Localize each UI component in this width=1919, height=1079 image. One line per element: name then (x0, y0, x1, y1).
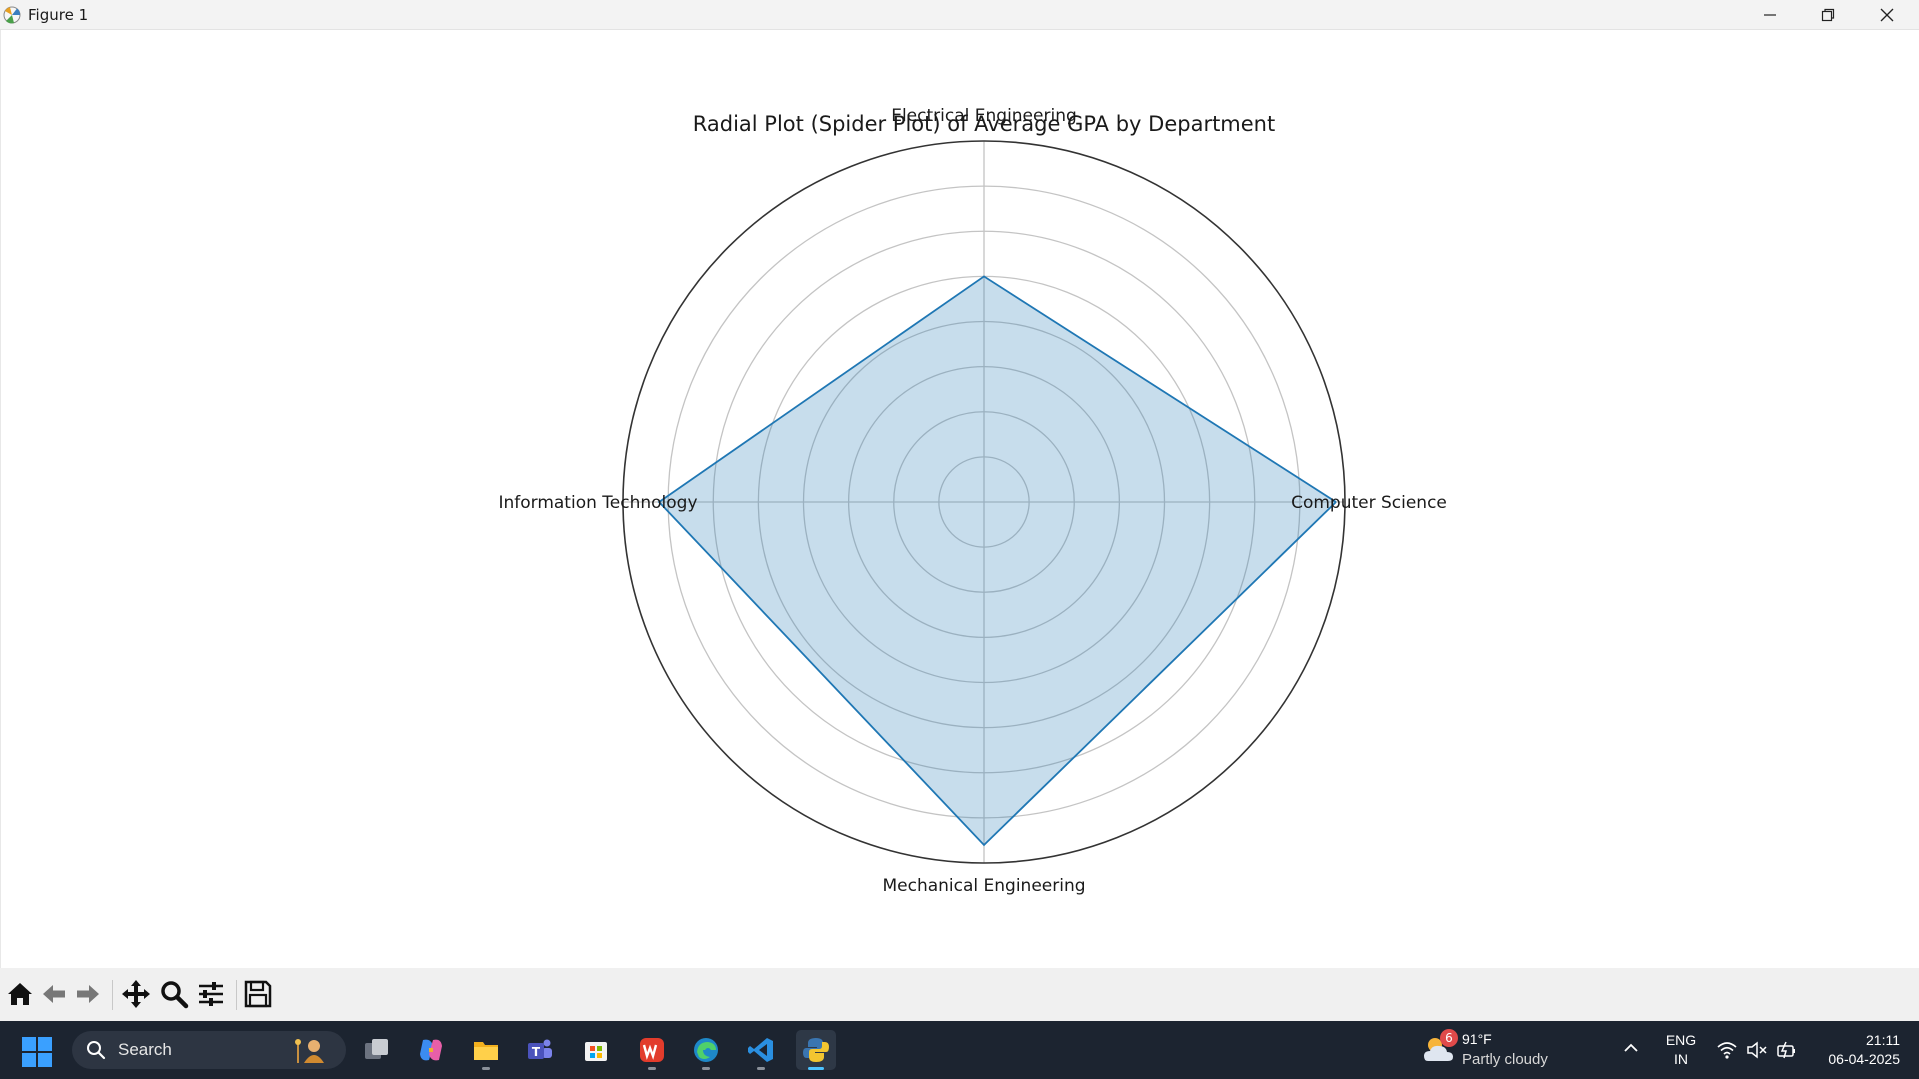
save-icon (244, 980, 272, 1008)
toolbar-separator (236, 980, 237, 1010)
search-placeholder: Search (118, 1040, 172, 1059)
polar-frame (622, 140, 1346, 864)
save-button[interactable] (242, 978, 274, 1010)
forward-arrow-icon (77, 985, 99, 1003)
figure-canvas[interactable]: Computer Science Electrical Engineering In… (0, 30, 1919, 968)
running-indicator (808, 1067, 824, 1070)
back-arrow-icon (43, 985, 65, 1003)
running-indicator (648, 1067, 656, 1070)
copilot-icon (420, 1039, 442, 1061)
category-label: Computer Science (1291, 493, 1447, 513)
weather-temperature: 91°F (1462, 1031, 1492, 1047)
pan-button[interactable] (120, 978, 152, 1010)
series-fill (659, 276, 1336, 845)
wps-office-icon (640, 1038, 664, 1062)
taskbar-teams[interactable]: T (520, 1030, 560, 1070)
chevron-up-icon[interactable] (1622, 1039, 1640, 1057)
windows-logo-icon (22, 1037, 52, 1067)
taskbar-copilot[interactable] (411, 1030, 451, 1070)
language-region: IN (1674, 1051, 1688, 1067)
pan-icon (122, 980, 150, 1008)
partly-cloudy-icon (1424, 1038, 1453, 1061)
battery-charging-icon[interactable] (1776, 1040, 1798, 1060)
category-label: Electrical Engineering (891, 106, 1077, 126)
forward-button[interactable] (72, 978, 104, 1010)
system-clock[interactable]: 21:11 06-04-2025 (1808, 1031, 1900, 1069)
close-icon (1880, 8, 1894, 22)
language-code: ENG (1665, 1032, 1697, 1048)
search-highlight-art-icon (295, 1039, 324, 1063)
clock-time: 21:11 (1866, 1032, 1900, 1048)
restore-button[interactable] (1799, 0, 1857, 29)
taskbar: Search T (0, 1021, 1919, 1079)
radar-chart: Computer Science Electrical Engineering In… (498, 106, 1447, 896)
window-title: Figure 1 (28, 6, 89, 24)
subplots-config-icon (199, 982, 223, 1006)
running-indicator (702, 1067, 710, 1070)
folder-icon (474, 1042, 498, 1060)
wifi-icon[interactable] (1716, 1040, 1738, 1060)
clock-date: 06-04-2025 (1828, 1051, 1900, 1067)
series-line (657, 275, 1337, 847)
minimize-icon (1764, 14, 1776, 16)
matplotlib-app-icon (2, 5, 22, 25)
running-indicator (482, 1067, 490, 1070)
taskbar-microsoft-store[interactable] (576, 1030, 616, 1070)
navigation-toolbar (0, 968, 1919, 1021)
search-icon (87, 1041, 106, 1060)
task-view-icon (365, 1039, 388, 1059)
taskbar-task-view[interactable] (357, 1030, 397, 1070)
teams-icon: T (528, 1039, 552, 1059)
taskbar-python[interactable] (796, 1030, 836, 1070)
taskbar-edge[interactable] (686, 1030, 726, 1070)
category-label: Information Technology (498, 493, 697, 513)
start-button[interactable] (22, 1037, 52, 1067)
taskbar-vscode[interactable] (741, 1030, 781, 1070)
edge-icon (694, 1038, 718, 1062)
svg-text:T: T (532, 1045, 541, 1059)
volume-muted-icon[interactable] (1746, 1040, 1768, 1060)
home-icon (8, 983, 32, 1005)
back-button[interactable] (38, 978, 70, 1010)
weather-condition: Partly cloudy (1462, 1051, 1548, 1068)
running-indicator (757, 1067, 765, 1070)
minimize-button[interactable] (1741, 0, 1799, 29)
toolbar-separator (112, 980, 113, 1010)
store-icon (585, 1042, 607, 1061)
taskbar-file-explorer[interactable] (466, 1030, 506, 1070)
configure-subplots-button[interactable] (195, 978, 227, 1010)
taskbar-wps-office[interactable] (632, 1030, 672, 1070)
window-title-bar: Figure 1 (0, 0, 1919, 30)
category-label: Mechanical Engineering (882, 876, 1085, 896)
restore-icon (1821, 8, 1835, 22)
chart-title: Radial Plot (Spider Plot) of Average GPA… (693, 112, 1275, 136)
weather-badge: 6 (1440, 1029, 1458, 1047)
python-icon (803, 1038, 829, 1062)
home-button[interactable] (4, 978, 36, 1010)
zoom-icon (161, 981, 189, 1009)
taskbar-search[interactable]: Search (72, 1031, 346, 1069)
vscode-icon (748, 1038, 773, 1062)
language-indicator[interactable]: ENG IN (1664, 1031, 1698, 1069)
weather-widget[interactable]: 6 91°F Partly cloudy (1422, 1029, 1562, 1071)
close-button[interactable] (1858, 0, 1916, 29)
zoom-button[interactable] (158, 978, 190, 1010)
